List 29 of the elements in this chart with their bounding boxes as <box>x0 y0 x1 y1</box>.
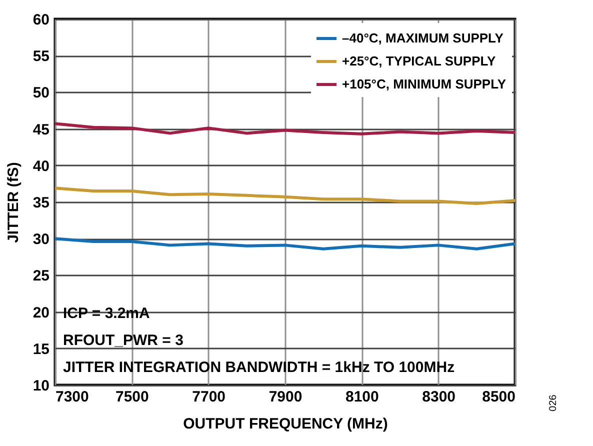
annotation: JITTER INTEGRATION BANDWIDTH = 1kHz TO 100MHz <box>63 359 455 376</box>
legend-label: +25°C, TYPICAL SUPPLY <box>342 54 496 68</box>
y-tick-label: 50 <box>32 84 50 102</box>
line-series <box>54 237 516 250</box>
line-series <box>54 122 516 136</box>
y-tick-label: 55 <box>32 48 50 66</box>
y-tick-label: 35 <box>32 194 50 212</box>
text: 026 <box>548 394 559 412</box>
y-tick-label: 30 <box>32 231 50 248</box>
y-tick-label: 15 <box>32 340 50 358</box>
x-tick-label: 8100 <box>345 388 379 406</box>
y-tick-label: 60 <box>32 12 50 28</box>
y-tick-label: 45 <box>32 121 50 138</box>
x-axis-title: OUTPUT FREQUENCY (MHz) <box>183 416 388 432</box>
y-axis-title: JITTER (fS) <box>4 162 22 243</box>
y-tick-label: 10 <box>32 378 50 394</box>
x-tick-label: 8300 <box>422 388 456 406</box>
y-tick-label: 25 <box>32 268 50 285</box>
x-tick-label: 7500 <box>115 388 149 406</box>
x-tick-label: 7300 <box>56 388 89 406</box>
line-series <box>54 186 516 205</box>
x-tick-label: 8500 <box>482 388 516 406</box>
legend-label: –40°C, MAXIMUM SUPPLY <box>342 30 504 46</box>
x-tick-label: 7700 <box>192 388 226 406</box>
y-tick-label: 20 <box>32 304 50 322</box>
y-tick-label: 40 <box>32 158 50 175</box>
legend-label: +105°C, MINIMUM SUPPLY <box>342 76 506 92</box>
x-tick-label: 7900 <box>268 388 302 406</box>
annotation: RFOUT_PWR = 3 <box>63 332 184 349</box>
